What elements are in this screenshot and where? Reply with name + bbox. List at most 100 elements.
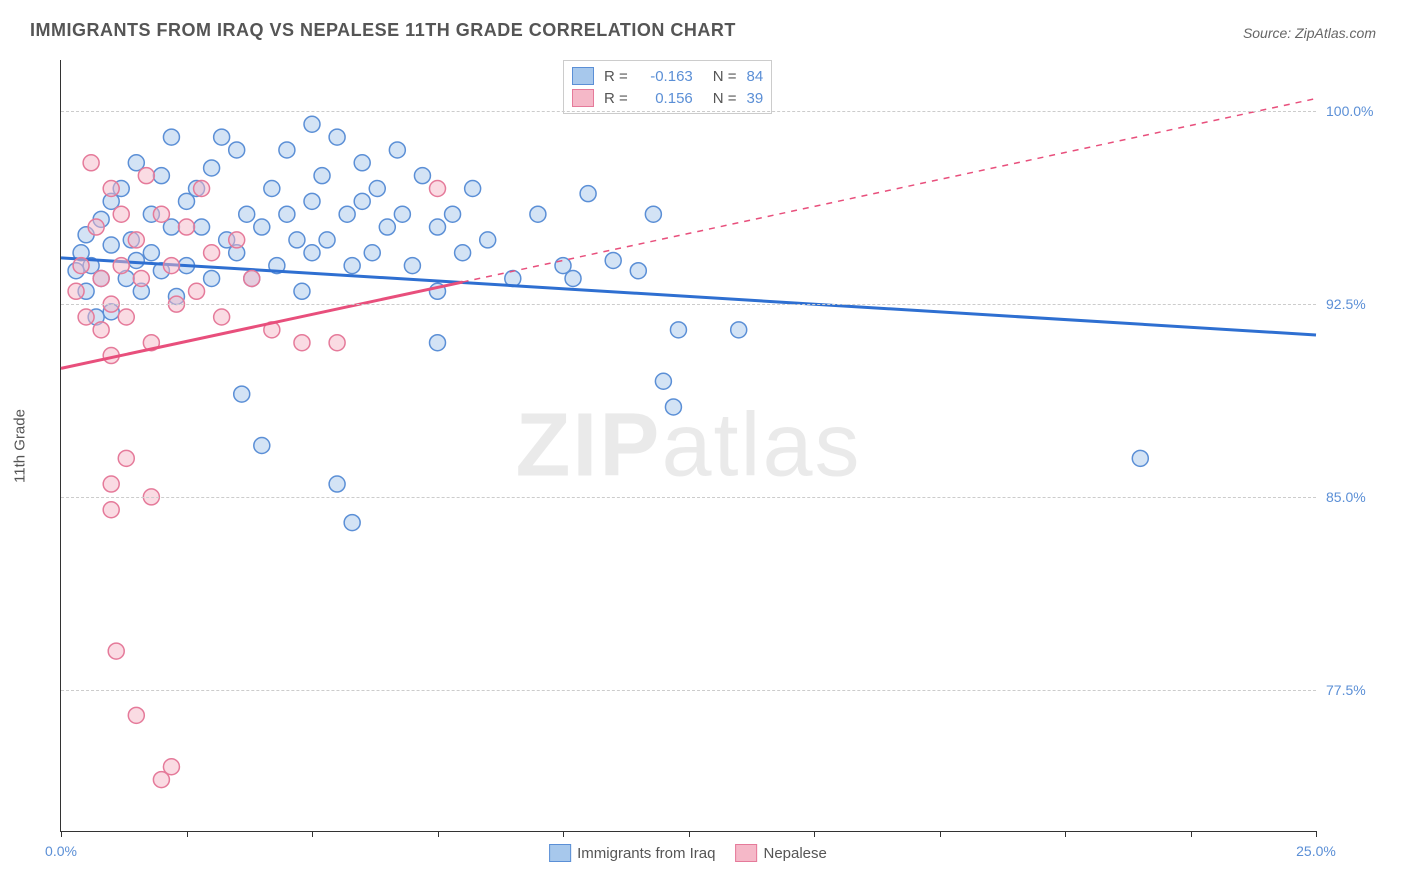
legend-r-label: R = xyxy=(604,90,628,107)
data-point xyxy=(465,181,481,197)
x-tick xyxy=(61,831,62,837)
y-tick-label: 92.5% xyxy=(1326,296,1386,312)
legend-n-value: 84 xyxy=(747,68,764,85)
data-point xyxy=(289,232,305,248)
legend-label: Nepalese xyxy=(763,845,826,862)
data-point xyxy=(314,168,330,184)
data-point xyxy=(344,258,360,274)
data-point xyxy=(204,270,220,286)
legend-r-value: 0.156 xyxy=(638,90,693,107)
data-point xyxy=(404,258,420,274)
data-point xyxy=(344,515,360,531)
data-point xyxy=(93,322,109,338)
data-point xyxy=(83,155,99,171)
series-legend: Immigrants from Iraq Nepalese xyxy=(549,844,827,862)
data-point xyxy=(68,283,84,299)
data-point xyxy=(153,168,169,184)
data-point xyxy=(128,707,144,723)
data-point xyxy=(73,258,89,274)
data-point xyxy=(88,219,104,235)
data-point xyxy=(229,232,245,248)
x-tick xyxy=(814,831,815,837)
trend-line-solid xyxy=(61,282,463,368)
data-point xyxy=(179,219,195,235)
x-tick xyxy=(438,831,439,837)
data-point xyxy=(565,270,581,286)
data-point xyxy=(138,168,154,184)
source-attribution: Source: ZipAtlas.com xyxy=(1243,25,1376,41)
data-point xyxy=(294,283,310,299)
data-point xyxy=(254,219,270,235)
plot-svg xyxy=(61,60,1316,831)
data-point xyxy=(430,219,446,235)
x-tick xyxy=(563,831,564,837)
data-point xyxy=(229,142,245,158)
data-point xyxy=(279,142,295,158)
data-point xyxy=(304,116,320,132)
data-point xyxy=(304,245,320,261)
chart-title: IMMIGRANTS FROM IRAQ VS NEPALESE 11TH GR… xyxy=(30,20,736,41)
legend-item: Nepalese xyxy=(735,844,826,862)
data-point xyxy=(128,232,144,248)
legend-row: R = -0.163 N = 84 xyxy=(572,65,763,87)
data-point xyxy=(430,335,446,351)
data-point xyxy=(103,502,119,518)
data-point xyxy=(153,206,169,222)
data-point xyxy=(319,232,335,248)
x-tick-label: 0.0% xyxy=(45,843,77,859)
x-tick xyxy=(940,831,941,837)
data-point xyxy=(133,270,149,286)
data-point xyxy=(163,759,179,775)
data-point xyxy=(329,476,345,492)
data-point xyxy=(244,270,260,286)
data-point xyxy=(103,237,119,253)
y-tick-label: 100.0% xyxy=(1326,103,1386,119)
data-point xyxy=(364,245,380,261)
chart-container: ZIPatlas R = -0.163 N = 84 R = 0.156 N =… xyxy=(60,60,1316,832)
data-point xyxy=(194,181,210,197)
legend-row: R = 0.156 N = 39 xyxy=(572,87,763,109)
y-axis-title: 11th Grade xyxy=(12,409,29,483)
data-point xyxy=(78,309,94,325)
data-point xyxy=(128,252,144,268)
gridline xyxy=(61,111,1316,112)
plot-area: ZIPatlas R = -0.163 N = 84 R = 0.156 N =… xyxy=(60,60,1316,832)
data-point xyxy=(304,193,320,209)
trend-line xyxy=(61,258,1316,335)
data-point xyxy=(1132,450,1148,466)
legend-n-label: N = xyxy=(713,68,737,85)
data-point xyxy=(214,129,230,145)
gridline xyxy=(61,497,1316,498)
data-point xyxy=(254,438,270,454)
data-point xyxy=(103,181,119,197)
x-tick xyxy=(1316,831,1317,837)
data-point xyxy=(605,252,621,268)
data-point xyxy=(118,450,134,466)
data-point xyxy=(93,270,109,286)
data-point xyxy=(163,258,179,274)
data-point xyxy=(329,129,345,145)
legend-swatch xyxy=(572,89,594,107)
legend-n-label: N = xyxy=(713,90,737,107)
data-point xyxy=(329,335,345,351)
data-point xyxy=(394,206,410,222)
gridline xyxy=(61,690,1316,691)
data-point xyxy=(113,258,129,274)
gridline xyxy=(61,304,1316,305)
data-point xyxy=(445,206,461,222)
data-point xyxy=(480,232,496,248)
legend-swatch xyxy=(549,844,571,862)
x-tick xyxy=(1191,831,1192,837)
data-point xyxy=(670,322,686,338)
data-point xyxy=(645,206,661,222)
data-point xyxy=(239,206,255,222)
data-point xyxy=(354,155,370,171)
legend-r-value: -0.163 xyxy=(638,68,693,85)
data-point xyxy=(389,142,405,158)
data-point xyxy=(630,263,646,279)
data-point xyxy=(379,219,395,235)
legend-swatch xyxy=(572,67,594,85)
data-point xyxy=(264,181,280,197)
x-tick-label: 25.0% xyxy=(1296,843,1336,859)
y-tick-label: 85.0% xyxy=(1326,489,1386,505)
